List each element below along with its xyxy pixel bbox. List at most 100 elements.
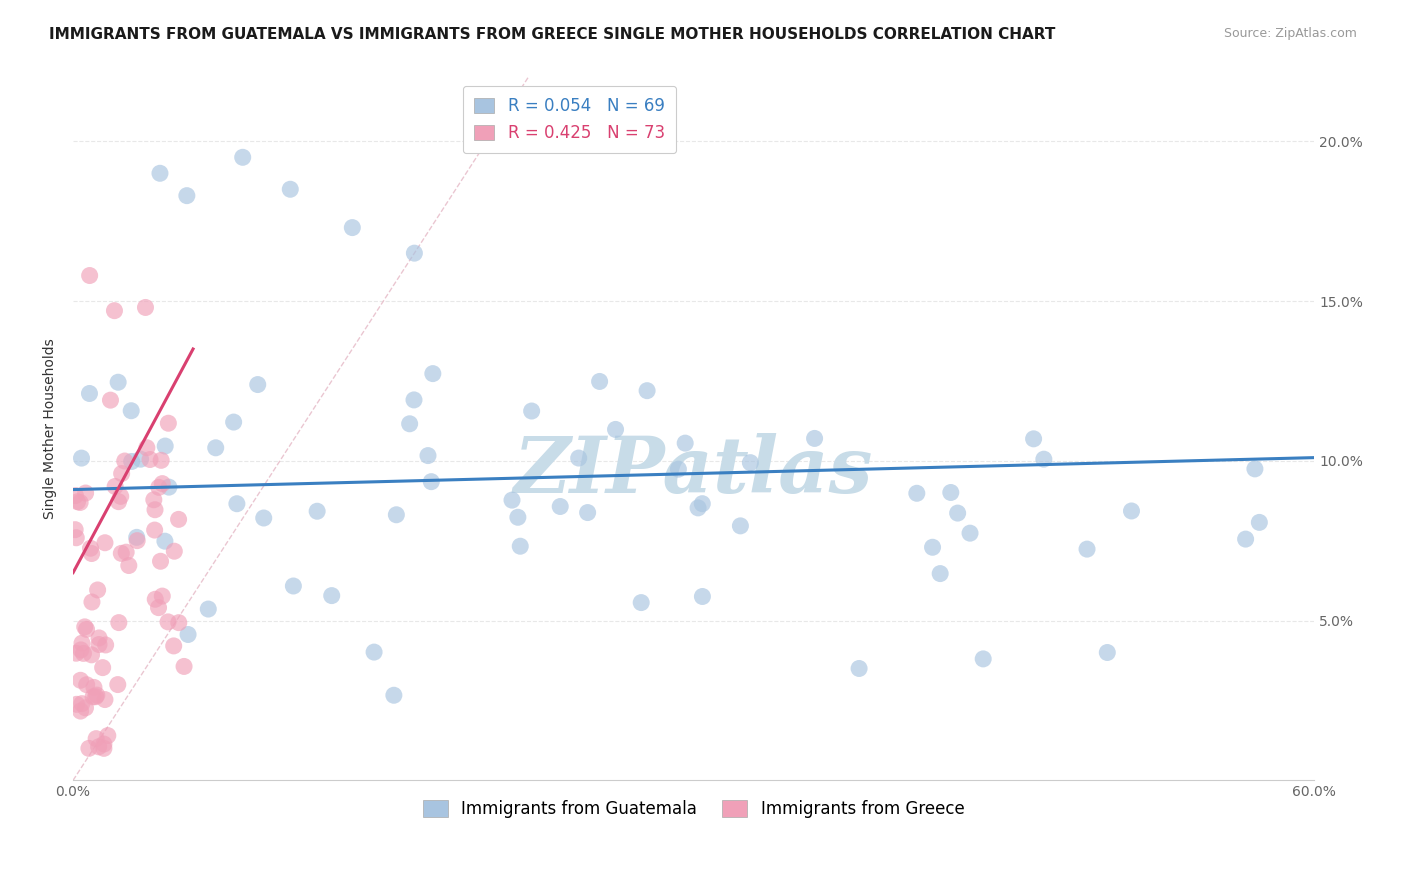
Point [84,731,107,746]
Point [153,534,176,549]
Point [70,451,93,466]
Point [673,436,696,450]
Point [148,600,170,615]
Point [69,495,91,509]
Point [225,497,247,511]
Point [103,303,125,318]
Point [63,523,86,537]
Point [402,392,425,407]
Point [79,541,101,556]
Point [107,376,129,390]
Point [118,558,141,573]
Point [108,615,131,630]
Point [630,596,652,610]
Point [163,544,186,558]
Point [501,493,523,508]
Point [110,489,132,503]
Point [382,688,405,702]
Text: ZIPatlas: ZIPatlas [515,433,873,509]
Point [94,638,117,652]
Point [148,480,170,494]
Point [149,554,172,568]
Point [115,545,138,559]
Point [91,660,114,674]
Point [929,566,952,581]
Point [730,519,752,533]
Point [576,506,599,520]
Point [104,479,127,493]
Legend: Immigrants from Guatemala, Immigrants from Greece: Immigrants from Guatemala, Immigrants fr… [416,793,972,825]
Point [82,690,104,704]
Point [73,620,96,634]
Point [668,462,690,476]
Point [740,456,762,470]
Point [1076,542,1098,557]
Point [283,579,305,593]
Point [246,377,269,392]
Point [177,627,200,641]
Point [253,511,276,525]
Point [520,404,543,418]
Point [385,508,408,522]
Point [129,452,152,467]
Point [150,453,173,467]
Point [93,737,115,751]
Point [848,661,870,675]
Point [75,486,97,500]
Point [416,449,439,463]
Point [79,268,101,283]
Point [70,697,93,711]
Point [509,539,531,553]
Point [114,454,136,468]
Point [422,367,444,381]
Point [107,677,129,691]
Point [142,492,165,507]
Point [307,504,329,518]
Point [688,500,710,515]
Point [76,623,98,637]
Point [167,512,190,526]
Point [110,546,132,560]
Point [75,701,97,715]
Point [65,646,87,660]
Point [1249,516,1271,530]
Point [363,645,385,659]
Point [222,415,245,429]
Point [111,467,134,481]
Point [70,643,93,657]
Point [69,704,91,718]
Point [548,500,571,514]
Point [100,393,122,408]
Point [80,547,103,561]
Point [921,541,943,555]
Point [972,652,994,666]
Point [1097,646,1119,660]
Point [86,688,108,702]
Point [157,416,180,430]
Point [86,582,108,597]
Point [605,422,627,436]
Point [157,480,180,494]
Point [278,182,301,196]
Point [176,188,198,202]
Point [197,602,219,616]
Y-axis label: Single Mother Households: Single Mother Households [44,338,58,519]
Point [66,698,89,712]
Point [150,476,173,491]
Point [80,595,103,609]
Point [420,475,443,489]
Point [946,506,969,520]
Point [121,454,143,468]
Point [94,535,117,549]
Point [76,678,98,692]
Point [143,592,166,607]
Point [65,489,87,503]
Point [120,403,142,417]
Point [80,648,103,662]
Point [939,485,962,500]
Point [139,452,162,467]
Point [87,739,110,754]
Point [1234,532,1257,546]
Point [692,590,714,604]
Point [69,673,91,688]
